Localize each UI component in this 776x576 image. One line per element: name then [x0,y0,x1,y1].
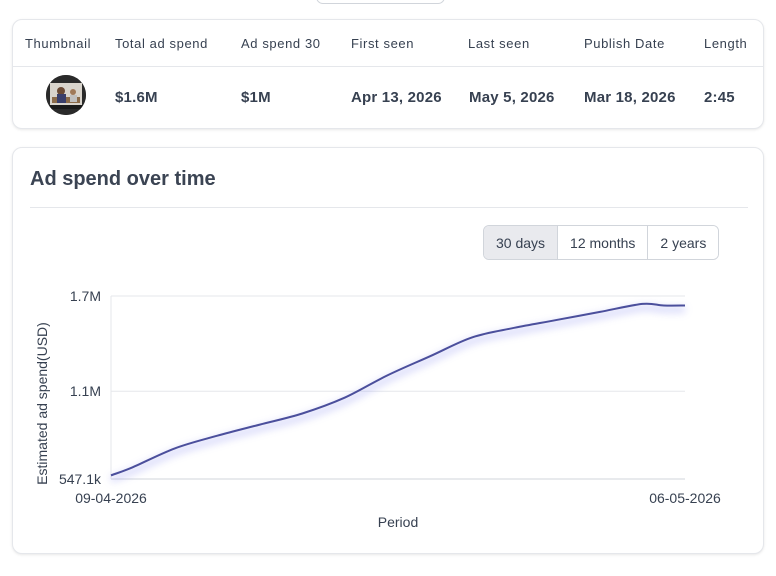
header-total-ad-spend: Total ad spend [115,36,208,51]
header-first-seen: First seen [351,36,415,51]
range-2-years-button[interactable]: 2 years [647,226,719,259]
header-last-seen: Last seen [468,36,530,51]
ad-spend-chart-card: Ad spend over time 30 days 12 months 2 y… [12,147,764,554]
series-line-shadow [109,304,686,483]
ad-spend-30-value: $1M [241,89,271,106]
publish-date-value: Mar 18, 2026 [584,89,676,106]
y-tick-label: 1.7M [70,288,101,304]
x-axis-title: Period [378,514,418,530]
first-seen-value: Apr 13, 2026 [351,89,442,106]
table-row[interactable]: $1.6M $1M Apr 13, 2026 May 5, 2026 Mar 1… [13,67,763,129]
x-tick-label: 09-04-2026 [75,490,147,506]
header-ad-spend-30: Ad spend 30 [241,36,321,51]
chart-section-title: Ad spend over time [30,168,216,190]
top-tab-edge [316,0,445,4]
length-value: 2:45 [704,89,735,106]
x-tick-label: 06-05-2026 [649,490,721,506]
range-12-months-button[interactable]: 12 months [557,226,648,259]
total-ad-spend-value: $1.6M [115,89,158,106]
header-length: Length [704,36,748,51]
range-30-days-button[interactable]: 30 days [484,226,558,259]
ad-spend-line-chart: 547.1k 1.1M 1.7M 09-04-2026 06-05-2026 Period… [34,288,721,530]
range-selector: 30 days 12 months 2 years [483,225,720,260]
y-axis-title: Estimated ad spend(USD) [34,322,50,485]
y-tick-label: 547.1k [59,471,102,487]
title-divider [30,207,748,208]
ad-details-table: Thumbnail Total ad spend Ad spend 30 Fir… [12,19,764,129]
series-line [110,302,686,477]
table-header: Thumbnail Total ad spend Ad spend 30 Fir… [13,20,763,67]
header-publish-date: Publish Date [584,36,665,51]
video-thumbnail[interactable] [46,75,86,115]
y-tick-label: 1.1M [70,383,101,399]
header-thumbnail: Thumbnail [25,36,92,51]
last-seen-value: May 5, 2026 [469,89,555,106]
